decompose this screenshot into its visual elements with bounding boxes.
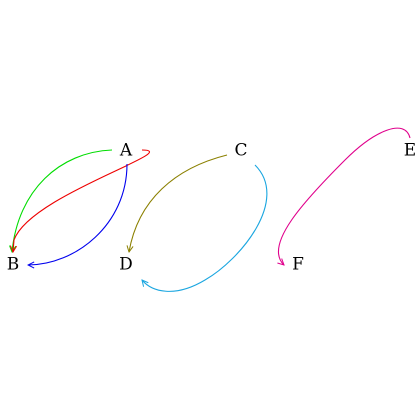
edge-a-b-red (13, 149, 151, 252)
edge-a-b-green (12, 149, 113, 252)
node-c: C (234, 141, 247, 161)
node-a: A (119, 141, 133, 161)
edge-c-d-olive (129, 154, 228, 252)
edge-a-b-blue (28, 163, 128, 265)
node-f: F (292, 255, 304, 275)
node-e: E (404, 141, 416, 161)
node-b: B (7, 255, 20, 275)
edge-c-d-cyan (142, 164, 268, 292)
edge-e-f-magenta (278, 127, 411, 265)
node-d: D (119, 255, 133, 275)
